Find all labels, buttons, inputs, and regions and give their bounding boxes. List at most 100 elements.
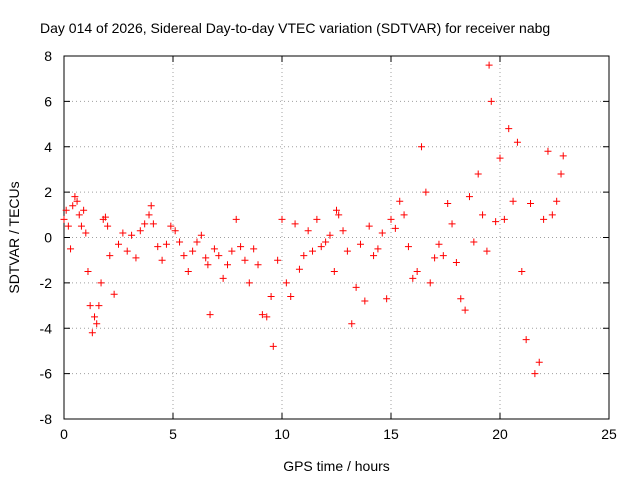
data-point (313, 215, 321, 223)
x-tick-label: 15 (383, 426, 399, 442)
data-point (365, 222, 373, 230)
data-point (101, 213, 109, 221)
y-tick-label: 0 (44, 230, 52, 246)
data-point (204, 261, 212, 269)
x-tick-label: 5 (169, 426, 177, 442)
y-axis-label: SDTVAR / TECUs (6, 181, 22, 293)
data-point (348, 320, 356, 328)
data-point (383, 295, 391, 303)
data-point (237, 243, 245, 251)
data-point (457, 295, 465, 303)
data-point (557, 170, 565, 178)
data-point (426, 279, 434, 287)
data-point (439, 252, 447, 260)
data-point (86, 302, 94, 310)
data-point (60, 215, 68, 223)
data-point (263, 313, 271, 321)
data-point (452, 258, 460, 266)
data-point (374, 245, 382, 253)
data-point (202, 254, 210, 262)
x-tick-label: 0 (60, 426, 68, 442)
data-point (295, 265, 303, 273)
data-point (241, 256, 249, 264)
data-point (104, 222, 112, 230)
y-tick-label: 2 (44, 184, 52, 200)
y-tick-label: -8 (40, 411, 53, 427)
data-point (88, 329, 96, 337)
data-point (132, 254, 140, 262)
data-points (60, 61, 567, 378)
data-point (431, 254, 439, 262)
x-tick-label: 20 (492, 426, 508, 442)
data-point (64, 222, 72, 230)
data-point (67, 245, 75, 253)
data-point (84, 268, 92, 276)
data-point (73, 197, 81, 205)
data-point (309, 247, 317, 255)
data-point (210, 245, 218, 253)
data-point (93, 320, 101, 328)
data-point (75, 211, 83, 219)
data-point (250, 245, 258, 253)
data-point (189, 247, 197, 255)
data-point (330, 268, 338, 276)
data-point (115, 240, 122, 248)
data-point (228, 247, 236, 255)
y-tick-labels: -8 -6 -4 -2 0 2 4 6 8 (40, 48, 53, 427)
data-point (149, 220, 157, 228)
data-point (513, 138, 521, 146)
data-point (553, 197, 561, 205)
data-point (391, 224, 399, 232)
data-point (522, 336, 530, 344)
data-point (197, 231, 205, 239)
data-point (176, 238, 184, 246)
data-point (282, 279, 290, 287)
data-point (559, 152, 567, 160)
data-point (128, 231, 136, 239)
data-point (106, 252, 114, 260)
x-tick-label: 10 (274, 426, 290, 442)
data-point (326, 231, 334, 239)
data-point (322, 238, 330, 246)
data-point (291, 220, 299, 228)
data-point (509, 197, 517, 205)
data-point (141, 220, 149, 228)
data-point (206, 311, 214, 319)
y-tick-label: -6 (40, 366, 53, 382)
data-point (333, 206, 340, 214)
data-point (91, 313, 99, 321)
data-point (370, 252, 378, 260)
grid-lines (64, 56, 609, 419)
data-point (361, 297, 369, 305)
data-point (435, 240, 443, 248)
data-point (540, 215, 548, 223)
data-point (483, 247, 491, 255)
data-point (77, 222, 85, 230)
data-point (418, 143, 426, 151)
data-point (339, 227, 347, 235)
data-point (180, 252, 188, 260)
data-point (254, 261, 262, 269)
data-point (110, 290, 118, 298)
x-tick-labels: 0 5 10 15 20 25 (60, 426, 617, 442)
data-point (470, 238, 478, 246)
data-point (335, 211, 343, 219)
data-point (548, 211, 556, 219)
y-tick-label: 6 (44, 93, 52, 109)
data-point (167, 222, 175, 230)
data-point (492, 218, 500, 226)
data-point (147, 202, 155, 210)
data-point (317, 243, 325, 251)
data-point (267, 292, 275, 300)
data-point (404, 243, 412, 251)
data-point (544, 147, 552, 155)
data-point (158, 256, 166, 264)
data-point (95, 302, 103, 310)
y-tick-label: 4 (44, 139, 52, 155)
data-point (448, 220, 456, 228)
data-point (184, 268, 192, 276)
data-point (531, 370, 539, 378)
data-point (80, 206, 88, 214)
data-point (258, 311, 266, 319)
